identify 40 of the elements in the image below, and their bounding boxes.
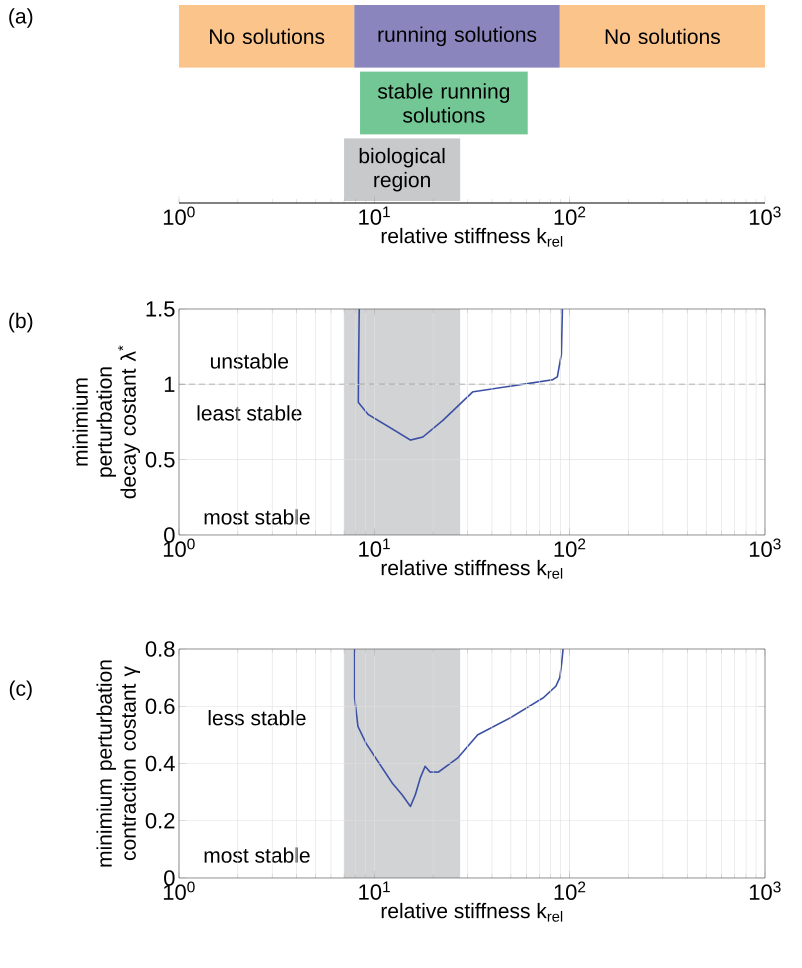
x-tick-label: 10$^{3}$ bbox=[750, 882, 781, 900]
y-tick-label: 0.8 bbox=[146, 641, 175, 657]
x-tick-label: 10$^{2}$ bbox=[554, 538, 586, 558]
x-tick-label: 10$^{1}$ bbox=[359, 206, 390, 225]
x-axis-title: relative stiffness k$_{rel}$ bbox=[382, 228, 562, 247]
annotation: unstable bbox=[210, 353, 288, 369]
y-axis-title: minimium perturbation decay costant λ$^{*}$ bbox=[72, 345, 140, 498]
bar bbox=[560, 4, 765, 68]
x-axis-title: relative stiffness k$_{rel}$ bbox=[382, 560, 562, 579]
annotation: less stable bbox=[208, 710, 306, 726]
series-label: No solutions bbox=[606, 28, 720, 44]
bar bbox=[344, 138, 460, 201]
x-tick-label: 10$^{3}$ bbox=[750, 538, 781, 558]
y-axis-title: minimium perturbation contraction costant γ bbox=[96, 660, 140, 867]
y-tick-label: 0.4 bbox=[146, 756, 175, 772]
y-tick-label: 0 bbox=[164, 527, 175, 543]
text: (a) bbox=[9, 8, 32, 28]
y-tick-label: 1.5 bbox=[146, 301, 175, 317]
y-tick-label: 0 bbox=[164, 870, 175, 886]
text: (c) bbox=[10, 680, 32, 700]
annotation: least stable bbox=[198, 405, 302, 421]
text: (b) bbox=[9, 312, 32, 332]
y-tick-label: 0.5 bbox=[146, 452, 175, 468]
x-tick-label: 10$^{1}$ bbox=[359, 882, 390, 900]
x-tick-label: 10$^{2}$ bbox=[554, 206, 586, 226]
x-axis-title: relative stiffness k$_{rel}$ bbox=[382, 902, 562, 922]
y-tick-label: 0.2 bbox=[146, 812, 174, 829]
annotation: most stable bbox=[204, 509, 310, 525]
data-label: No solutions bbox=[210, 28, 324, 44]
x-tick-label: 10$^{3}$ bbox=[750, 206, 781, 226]
data-label: stable running solutions bbox=[378, 83, 510, 123]
y-tick-label: 1 bbox=[164, 376, 174, 392]
bar bbox=[360, 72, 528, 134]
y-tick-label: 0.6 bbox=[146, 698, 175, 714]
annotation: most stable bbox=[204, 847, 310, 863]
x-tick-label: 10$^{1}$ bbox=[359, 538, 390, 557]
series-label: running solutions bbox=[378, 26, 536, 46]
x-tick-label: 10$^{0}$ bbox=[164, 206, 195, 226]
data-label: biological region bbox=[360, 148, 444, 192]
x-tick-label: 10$^{2}$ bbox=[554, 882, 586, 900]
